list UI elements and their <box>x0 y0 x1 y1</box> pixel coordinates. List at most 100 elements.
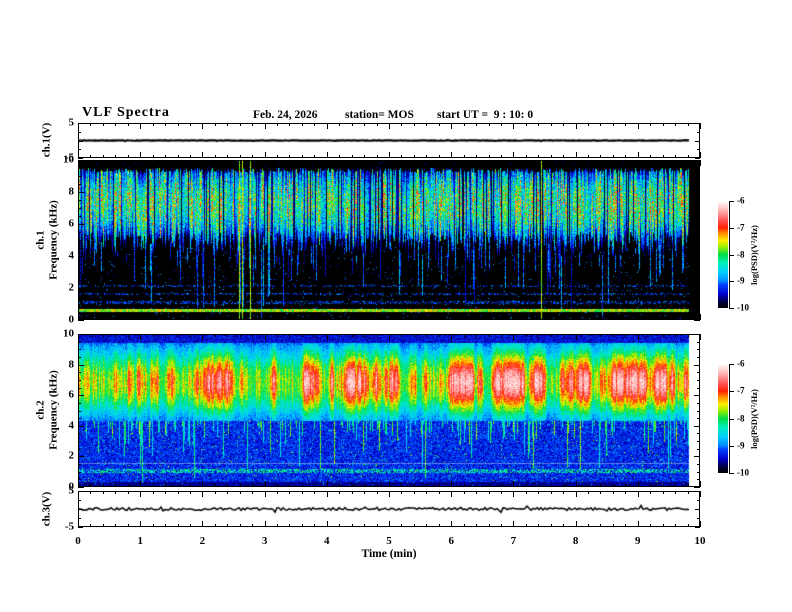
x-tick-mark <box>277 160 279 163</box>
y-tick-mark <box>78 264 81 265</box>
x-tick-mark <box>214 317 216 320</box>
x-tick-mark <box>339 484 341 487</box>
ch2-axis-title-line1: ch.2 <box>34 400 47 420</box>
x-tick-mark <box>152 123 154 126</box>
y-tick-mark <box>697 433 700 435</box>
x-tick-mark <box>189 491 191 494</box>
y-tick-mark <box>78 192 84 193</box>
freq-tick-label: 8 <box>68 185 75 198</box>
x-tick-mark <box>152 334 154 337</box>
ch1-spectrogram-panel <box>78 160 700 320</box>
x-tick-mark <box>650 160 652 163</box>
x-tick-mark <box>326 160 328 166</box>
x-tick-mark <box>189 155 191 158</box>
x-tick-mark <box>177 491 179 494</box>
x-tick-label: 2 <box>199 535 206 547</box>
x-tick-mark <box>476 160 478 163</box>
colorbar-tick-label: -7 <box>737 385 745 396</box>
x-tick-mark <box>389 160 390 166</box>
colorbar-tick-mark <box>729 201 734 202</box>
x-tick-mark <box>650 491 652 494</box>
y-tick-mark <box>78 216 81 217</box>
x-tick-mark <box>152 524 154 527</box>
colorbar-unit-label: log(PSD)(V²/Hz) <box>749 388 759 449</box>
y-tick-mark <box>78 395 84 397</box>
x-tick-mark <box>500 160 502 163</box>
x-tick-mark <box>177 155 179 158</box>
x-tick-mark <box>351 160 353 163</box>
y-tick-mark <box>697 296 700 297</box>
y-tick-mark <box>694 256 700 257</box>
x-tick-mark <box>127 155 129 158</box>
x-tick-mark <box>500 155 502 158</box>
x-tick-mark <box>550 484 552 487</box>
y-tick-mark <box>695 509 700 510</box>
x-tick-mark <box>413 334 415 337</box>
x-tick-mark <box>376 524 378 527</box>
volt-tick-label: 5 <box>68 484 75 497</box>
x-tick-mark <box>102 155 104 158</box>
x-tick-mark <box>177 317 179 320</box>
x-tick-mark <box>140 152 142 158</box>
y-tick-mark <box>697 304 700 305</box>
x-tick-mark <box>165 524 167 527</box>
x-tick-mark <box>637 334 639 340</box>
header-station: station= MOS <box>345 109 414 121</box>
x-tick-mark <box>277 123 279 126</box>
x-tick-mark <box>637 521 639 527</box>
x-tick-mark <box>500 491 502 494</box>
y-tick-mark <box>694 160 700 161</box>
x-tick-mark <box>78 481 79 487</box>
x-tick-mark <box>575 314 577 320</box>
x-tick-mark <box>252 484 254 487</box>
x-tick-mark <box>513 521 515 527</box>
x-tick-mark <box>476 334 478 337</box>
x-tick-mark <box>700 314 701 320</box>
x-tick-mark <box>165 317 167 320</box>
x-tick-mark <box>140 521 142 527</box>
x-tick-mark <box>277 155 279 158</box>
x-tick-mark <box>264 160 266 166</box>
x-tick-mark <box>152 155 154 158</box>
x-tick-mark <box>289 123 291 126</box>
x-tick-mark <box>314 155 316 158</box>
colorbar-tick-label: -6 <box>737 195 745 206</box>
colorbar-tick-mark <box>729 281 734 283</box>
ch1-frequency-axis-title: ch.1 Frequency (kHz) <box>34 200 59 280</box>
x-tick-mark <box>563 334 565 337</box>
x-tick-mark <box>637 491 639 497</box>
y-tick-mark <box>697 410 700 412</box>
colorbar-unit-label: log(PSD)(V²/Hz) <box>749 224 759 285</box>
x-tick-mark <box>314 334 316 337</box>
x-tick-mark <box>289 334 291 337</box>
x-tick-mark <box>401 160 403 163</box>
y-tick-mark <box>78 208 81 209</box>
x-tick-mark <box>301 334 303 337</box>
freq-tick-label: 10 <box>63 153 74 166</box>
x-tick-mark <box>550 160 552 163</box>
y-tick-mark <box>697 248 700 249</box>
x-tick-mark <box>202 123 204 129</box>
x-tick-mark <box>376 123 378 126</box>
x-tick-mark <box>339 491 341 494</box>
x-tick-mark <box>90 334 92 337</box>
x-tick-mark <box>625 491 627 494</box>
colorbar-tick-mark <box>729 418 734 420</box>
x-tick-mark <box>662 155 664 158</box>
x-tick-mark <box>376 334 378 337</box>
x-tick-mark <box>563 160 565 163</box>
x-tick-mark <box>177 524 179 527</box>
x-tick-mark <box>687 160 689 163</box>
colorbar-tick-label: -9 <box>737 440 745 451</box>
y-tick-mark <box>78 356 81 358</box>
x-tick-mark <box>90 491 92 494</box>
y-tick-mark <box>78 487 84 488</box>
x-tick-mark <box>252 524 254 527</box>
y-tick-mark <box>697 280 700 281</box>
x-tick-mark <box>476 491 478 494</box>
x-tick-mark <box>326 491 328 497</box>
header-start-ut: start UT = 9 : 10: 0 <box>437 109 534 121</box>
x-tick-mark <box>675 484 677 487</box>
y-tick-mark <box>694 224 700 225</box>
